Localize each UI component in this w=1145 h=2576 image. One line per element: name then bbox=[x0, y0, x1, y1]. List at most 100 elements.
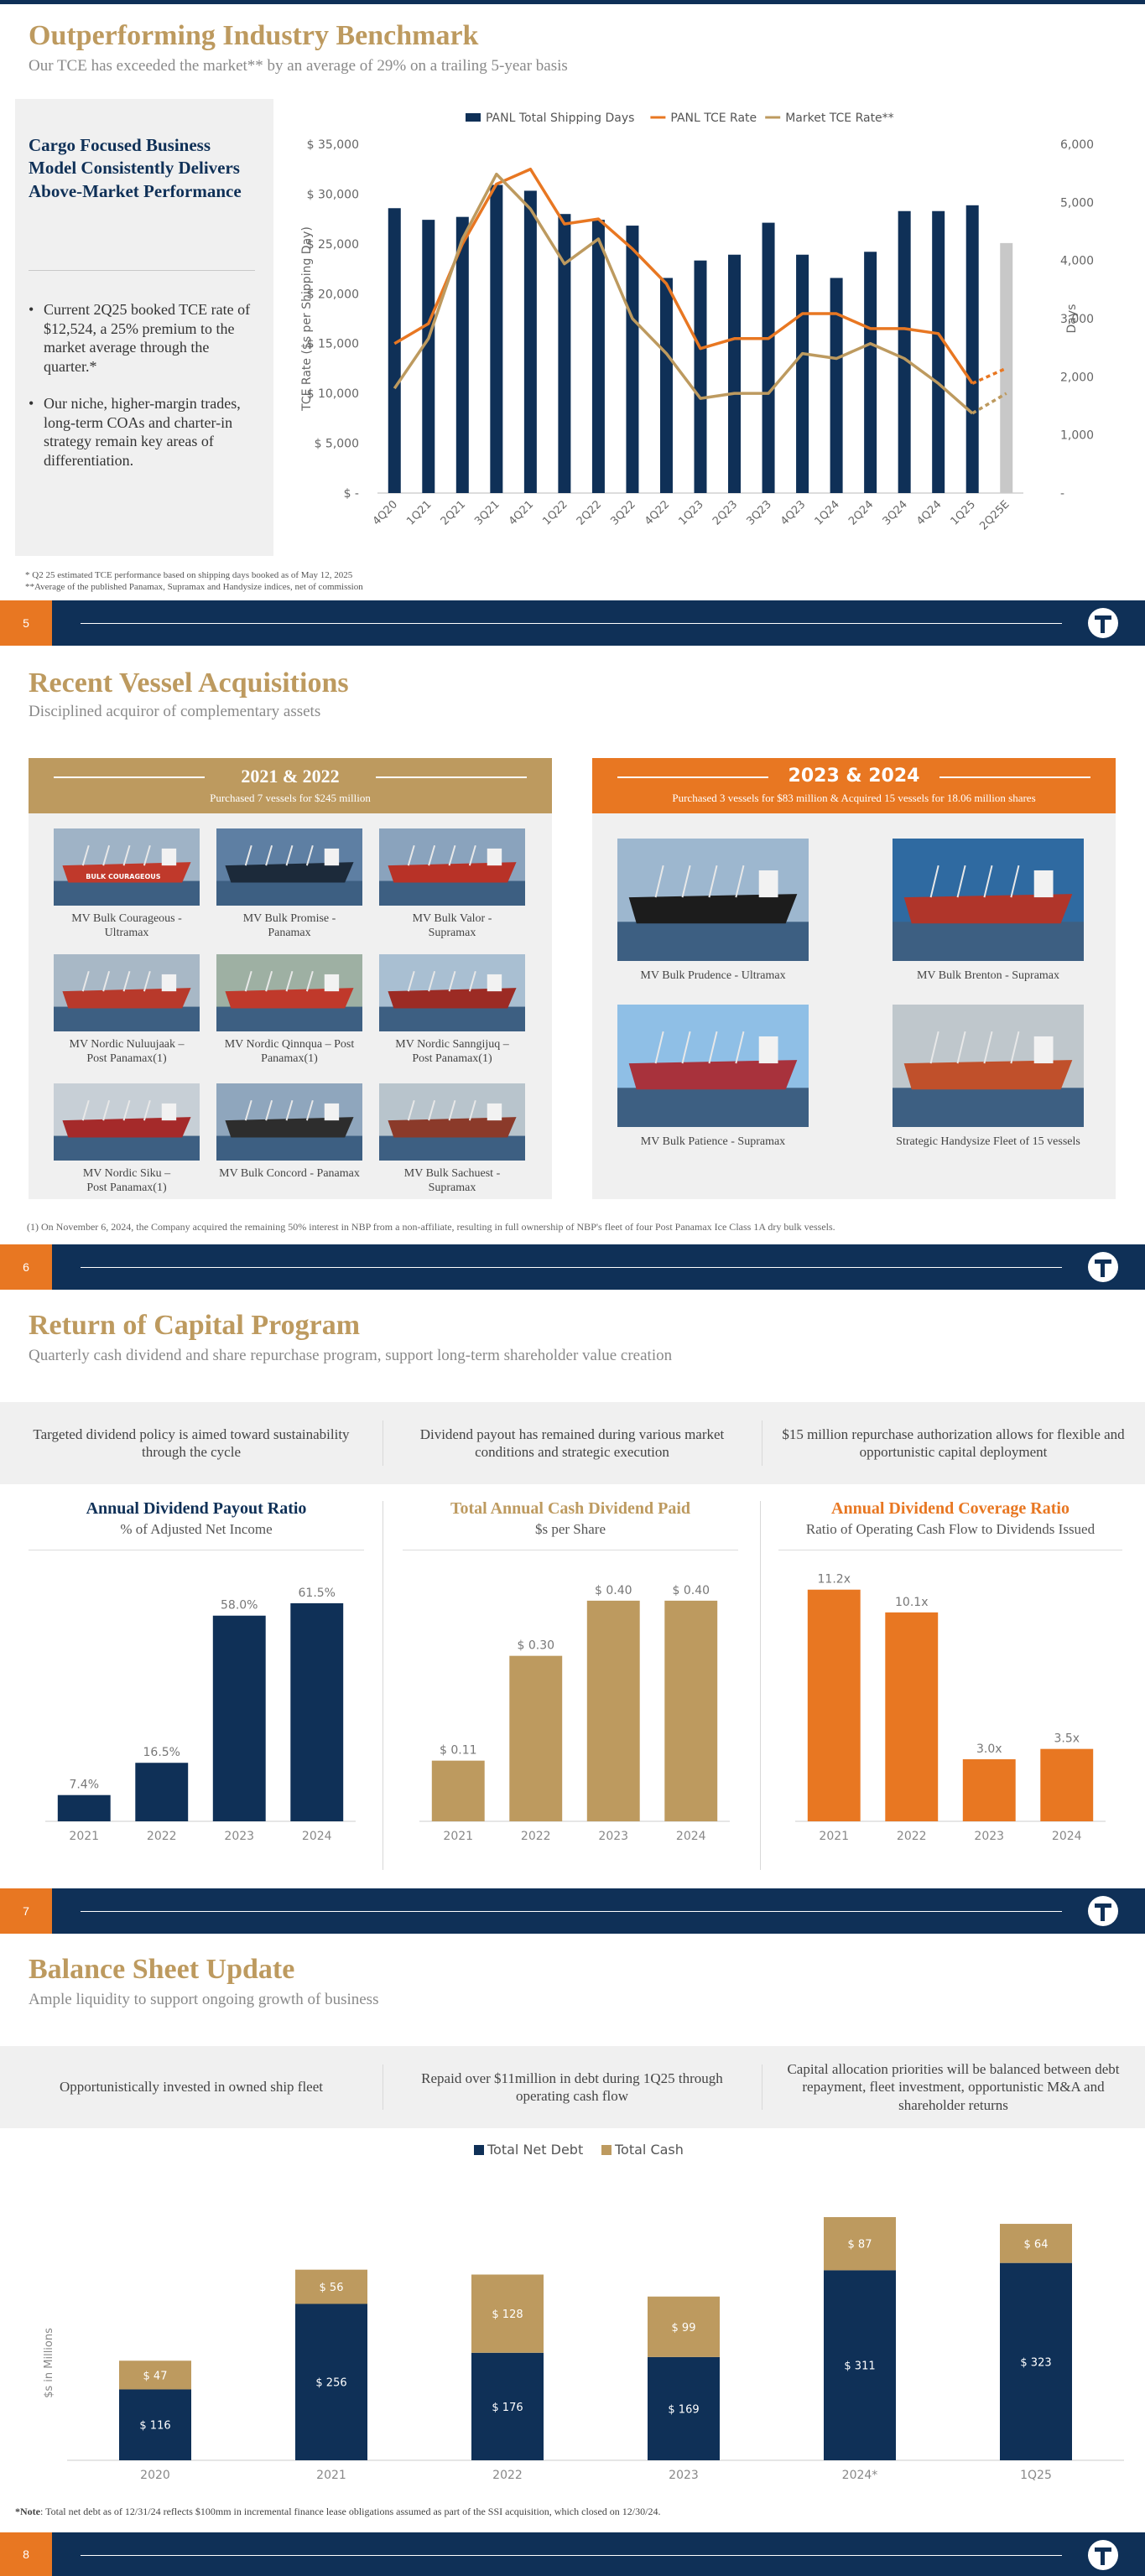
sidebar-bullets: • Current 2Q25 booked TCE rate of $12,524… bbox=[29, 300, 255, 470]
ship-hull bbox=[628, 1060, 798, 1090]
cash-bar bbox=[295, 2269, 367, 2304]
y-tick-label: $ 20,000 bbox=[307, 288, 359, 301]
legend-swatch bbox=[474, 2145, 484, 2155]
caption-line: Post Panamax(1) bbox=[86, 1052, 167, 1065]
x-tick-label: 4Q23 bbox=[778, 498, 808, 527]
data-label: $ 56 bbox=[320, 2282, 344, 2294]
data-label: $ 47 bbox=[143, 2370, 168, 2382]
ship-crane bbox=[681, 1031, 691, 1064]
caption-line: MV Bulk Patience - Supramax bbox=[640, 1135, 786, 1148]
footer-bar: 6 bbox=[0, 1244, 1145, 1290]
ship-crane bbox=[468, 844, 476, 866]
y2-tick-label: 2,000 bbox=[1060, 371, 1094, 384]
ship-bridge bbox=[324, 974, 340, 992]
vessel-caption: MV Bulk Prudence - Ultramax bbox=[601, 969, 825, 984]
vessel-photo bbox=[216, 828, 362, 906]
ship-picture bbox=[617, 1031, 809, 1127]
footnote: * Q2 25 estimated TCE performance based … bbox=[25, 570, 353, 580]
x-tick-label: 2023 bbox=[598, 1830, 628, 1843]
cash-bar bbox=[119, 2360, 191, 2390]
bar bbox=[431, 1760, 485, 1821]
sidebar-heading: Cargo Focused Business Model Consistentl… bbox=[29, 135, 242, 201]
ship-crane bbox=[407, 970, 415, 992]
x-tick-label: 1Q21 bbox=[404, 498, 434, 527]
net-debt-bar bbox=[1000, 2262, 1072, 2460]
caption-line: MV Bulk Promise - bbox=[242, 912, 336, 925]
company-logo-icon bbox=[1088, 1896, 1118, 1926]
y-axis-label: $s in Millions bbox=[43, 2328, 55, 2398]
page-subtitle: Disciplined acquiror of complementary as… bbox=[29, 703, 321, 720]
cash-bar bbox=[471, 2274, 544, 2353]
ship-hull bbox=[903, 1060, 1073, 1090]
ship-hull bbox=[903, 894, 1073, 924]
x-tick-label: 4Q20 bbox=[371, 498, 400, 527]
note: *Note: Total net debt as of 12/31/24 ref… bbox=[15, 2506, 660, 2518]
page-title: Return of Capital Program bbox=[29, 1310, 361, 1341]
ship-crane bbox=[407, 1099, 415, 1121]
ship-crane bbox=[983, 865, 993, 898]
x-tick-label: 2021 bbox=[819, 1830, 849, 1843]
ship-crane bbox=[102, 970, 111, 992]
ship-crane bbox=[81, 1099, 90, 1121]
bullet-item: • Current 2Q25 booked TCE rate of $12,524… bbox=[29, 301, 251, 375]
ship-crane bbox=[929, 1031, 939, 1064]
ship-bridge bbox=[758, 870, 778, 898]
water bbox=[54, 1006, 200, 1031]
ship-bridge bbox=[487, 848, 502, 866]
vessel-photo bbox=[893, 1005, 1084, 1127]
y-tick-label: $ 5,000 bbox=[315, 438, 359, 451]
footer-bar: 7 bbox=[0, 1888, 1145, 1934]
page-title: Outperforming Industry Benchmark bbox=[29, 20, 479, 51]
x-tick-label: 1Q25 bbox=[949, 498, 978, 527]
caption-line: Panamax bbox=[268, 926, 311, 939]
chart-subtitle: $s per Share bbox=[534, 1521, 606, 1537]
data-label: $ 169 bbox=[668, 2403, 699, 2416]
ship-crane bbox=[468, 970, 476, 992]
ship-crane bbox=[654, 865, 664, 898]
hull-lettering: BULK COURAGEOUS bbox=[86, 873, 161, 880]
vessel-photo bbox=[54, 954, 200, 1031]
ship-crane bbox=[305, 1099, 314, 1121]
cash-bar bbox=[648, 2296, 720, 2357]
water bbox=[893, 922, 1084, 961]
sidebar-divider bbox=[29, 270, 255, 271]
ship-bridge bbox=[1033, 1036, 1054, 1064]
ship-crane bbox=[929, 865, 939, 898]
x-tick-label: 2024 bbox=[1052, 1830, 1082, 1843]
ship-crane bbox=[428, 970, 436, 992]
net-debt-bar bbox=[648, 2356, 720, 2460]
vessel-photo bbox=[379, 828, 525, 906]
legend-label: PANL Total Shipping Days bbox=[486, 112, 634, 125]
ship-bridge bbox=[324, 1103, 340, 1121]
bar bbox=[1040, 1748, 1094, 1821]
ship-picture bbox=[216, 844, 362, 906]
ship-hull bbox=[225, 862, 354, 883]
ship-crane bbox=[143, 970, 151, 992]
bar bbox=[290, 1602, 344, 1821]
x-tick-label: 2023 bbox=[224, 1830, 254, 1843]
vessel-photo bbox=[216, 1083, 362, 1161]
water bbox=[216, 1135, 362, 1161]
ship-crane bbox=[1010, 1031, 1020, 1064]
chart-title: Annual Dividend Payout Ratio bbox=[86, 1499, 307, 1518]
ship-crane bbox=[468, 1099, 476, 1121]
footer-line bbox=[81, 1911, 1062, 1912]
y-tick-label: $ 35,000 bbox=[307, 138, 359, 152]
ship-crane bbox=[122, 970, 131, 992]
key-point: $15 million repurchase authorization all… bbox=[782, 1426, 1125, 1460]
y2-tick-label: 5,000 bbox=[1060, 196, 1094, 210]
ship-bridge bbox=[161, 974, 177, 992]
x-tick-label: 2021 bbox=[443, 1830, 473, 1843]
ship-crane bbox=[244, 970, 252, 992]
x-tick-label: 2Q23 bbox=[710, 498, 740, 527]
ship-picture bbox=[893, 865, 1084, 961]
ship-crane bbox=[428, 844, 436, 866]
net-debt-bar bbox=[471, 2352, 544, 2460]
ship-bridge bbox=[1033, 870, 1054, 898]
data-label: $ 87 bbox=[848, 2239, 872, 2251]
ship-bridge bbox=[758, 1036, 778, 1064]
y-axis-label: TCE Rate ($s per Shipping Day) bbox=[300, 226, 314, 412]
x-tick-label: 2Q21 bbox=[439, 498, 468, 527]
ship-hull bbox=[628, 894, 798, 924]
x-tick-label: 2020 bbox=[140, 2469, 170, 2480]
